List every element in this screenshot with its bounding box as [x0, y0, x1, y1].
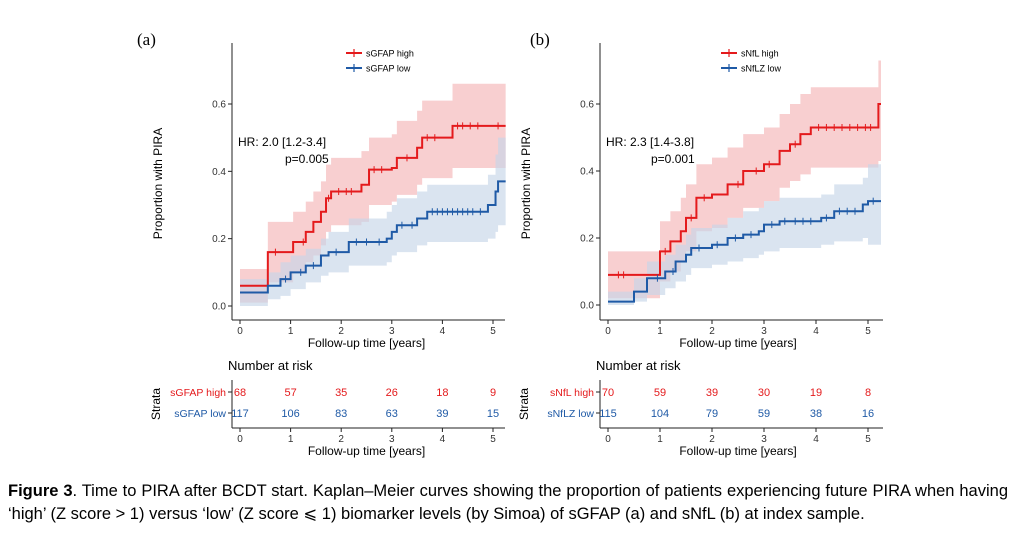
risk-x-axis-label: Follow-up time [years] [308, 444, 425, 458]
kaplan-meier-figure: (a) Proportion with PIRA 0.0 0.2 0.4 0.6 0 1 2 3 4… [137, 30, 883, 458]
km-panel: (b) Proportion with PIRA 0.0 0.2 0.4 0.6 0 1 2 3 4… [517, 30, 883, 458]
p-value-text: p=0.001 [651, 152, 695, 166]
x-tick-label: 5 [490, 326, 496, 337]
risk-x-tick-label: 3 [761, 434, 767, 445]
risk-x-tick-label: 0 [605, 434, 611, 445]
y-axis-label: Proportion with PIRA [151, 128, 165, 239]
risk-count: 30 [758, 387, 770, 399]
risk-x-axis-label: Follow-up time [years] [679, 444, 796, 458]
risk-count: 79 [706, 408, 718, 420]
hazard-ratio-text: HR: 2.3 [1.4-3.8] [606, 135, 694, 149]
p-value-text: p=0.005 [285, 152, 329, 166]
y-tick-label: 0.0 [212, 302, 226, 313]
y-axis-label: Proportion with PIRA [519, 128, 533, 239]
risk-count: 15 [487, 408, 499, 420]
risk-count: 59 [758, 408, 770, 420]
risk-row-label: sGFAP low [174, 408, 226, 420]
risk-x-tick-label: 4 [440, 434, 446, 445]
x-tick-label: 5 [865, 326, 871, 337]
risk-x-tick-label: 0 [237, 434, 243, 445]
risk-count: 63 [386, 408, 398, 420]
risk-count: 39 [706, 387, 718, 399]
x-tick-label: 0 [605, 326, 611, 337]
x-tick-label: 1 [657, 326, 663, 337]
x-tick-label: 3 [761, 326, 767, 337]
panel-label: (b) [530, 30, 550, 49]
x-tick-label: 0 [237, 326, 243, 337]
risk-count: 117 [231, 408, 249, 420]
survival-curve [608, 103, 881, 276]
caption-label: Figure 3 [8, 482, 73, 500]
risk-count: 57 [284, 387, 296, 399]
risk-count: 38 [810, 408, 822, 420]
strata-label: Strata [517, 388, 531, 420]
risk-count: 18 [436, 387, 448, 399]
caption-text: . Time to PIRA after BCDT start. Kaplan–… [8, 482, 1008, 523]
x-tick-label: 4 [440, 326, 446, 337]
risk-x-tick-label: 2 [709, 434, 715, 445]
legend-label: sGFAP high [366, 49, 414, 59]
risk-count: 26 [386, 387, 398, 399]
risk-x-tick-label: 1 [657, 434, 663, 445]
risk-count: 83 [335, 408, 347, 420]
risk-x-tick-label: 4 [813, 434, 819, 445]
risk-x-tick-label: 5 [490, 434, 496, 445]
x-tick-label: 1 [288, 326, 294, 337]
risk-count: 9 [490, 387, 496, 399]
x-tick-label: 2 [338, 326, 344, 337]
legend-label: sNfLZ low [741, 64, 782, 74]
y-tick-label: 0.6 [580, 100, 594, 111]
legend-label: sGFAP low [366, 64, 411, 74]
x-tick-label: 2 [709, 326, 715, 337]
risk-x-tick-label: 1 [288, 434, 294, 445]
x-tick-label: 3 [389, 326, 395, 337]
y-tick-label: 0.0 [580, 301, 594, 312]
risk-count: 104 [651, 408, 669, 420]
y-tick-label: 0.2 [212, 234, 226, 245]
risk-table-title: Number at risk [228, 358, 313, 373]
y-tick-label: 0.4 [212, 167, 226, 178]
risk-x-tick-label: 5 [865, 434, 871, 445]
legend-label: sNfL high [741, 49, 779, 59]
x-axis-label: Follow-up time [years] [679, 336, 796, 350]
risk-table-title: Number at risk [596, 358, 681, 373]
km-panel: (a) Proportion with PIRA 0.0 0.2 0.4 0.6 0 1 2 3 4… [137, 30, 506, 458]
risk-count: 39 [436, 408, 448, 420]
risk-count: 59 [654, 387, 666, 399]
risk-count: 106 [281, 408, 299, 420]
x-tick-label: 4 [813, 326, 819, 337]
confidence-band [608, 60, 881, 299]
risk-x-tick-label: 2 [338, 434, 344, 445]
risk-row-label: sNfL high [550, 387, 594, 399]
risk-count: 35 [335, 387, 347, 399]
figure-caption: Figure 3. Time to PIRA after BCDT start.… [8, 480, 1008, 526]
risk-count: 115 [599, 408, 617, 420]
y-tick-label: 0.4 [580, 167, 594, 178]
confidence-band [240, 137, 506, 306]
risk-count: 70 [602, 387, 614, 399]
risk-count: 16 [862, 408, 874, 420]
risk-row-label: sNfLZ low [547, 408, 594, 420]
risk-row-label: sGFAP high [170, 387, 226, 399]
strata-label: Strata [149, 388, 163, 420]
risk-count: 8 [865, 387, 871, 399]
panel-label: (a) [137, 30, 156, 49]
risk-count: 68 [234, 387, 246, 399]
hazard-ratio-text: HR: 2.0 [1.2-3.4] [238, 135, 326, 149]
risk-x-tick-label: 3 [389, 434, 395, 445]
y-tick-label: 0.6 [212, 100, 226, 111]
x-axis-label: Follow-up time [years] [308, 336, 425, 350]
y-tick-label: 0.2 [580, 234, 594, 245]
risk-count: 19 [810, 387, 822, 399]
survival-curve [240, 180, 506, 294]
